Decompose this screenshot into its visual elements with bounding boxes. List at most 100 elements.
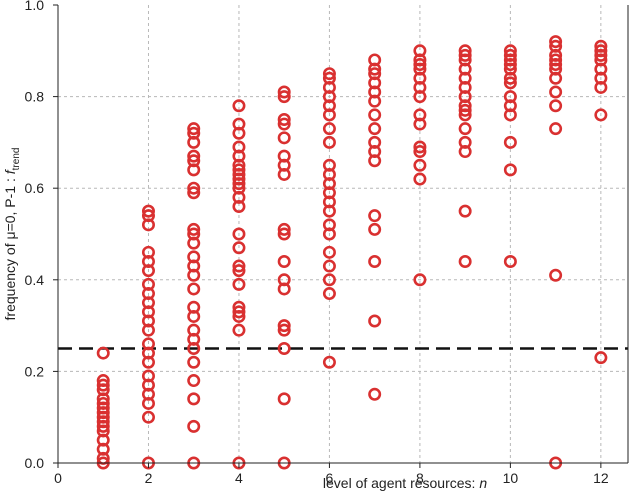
data-point <box>277 222 291 236</box>
data-point <box>141 337 155 351</box>
data-point <box>413 108 427 122</box>
data-point <box>368 122 382 136</box>
data-point <box>413 145 427 159</box>
data-point <box>277 323 291 337</box>
data-point <box>277 341 291 355</box>
data-point <box>187 250 201 264</box>
data-point <box>322 287 336 301</box>
data-point <box>549 122 563 136</box>
data-point <box>368 387 382 401</box>
data-point <box>413 273 427 287</box>
data-point <box>458 48 472 62</box>
data-point <box>503 44 517 58</box>
data-point <box>322 245 336 259</box>
data-point <box>322 218 336 232</box>
data-point <box>503 76 517 90</box>
data-point <box>187 154 201 168</box>
data-point <box>187 300 201 314</box>
data-point <box>322 273 336 287</box>
data-point <box>368 209 382 223</box>
data-point <box>277 90 291 104</box>
data-point <box>458 103 472 117</box>
plot-frame <box>57 5 629 464</box>
data-point <box>187 323 201 337</box>
data-point <box>232 140 246 154</box>
data-point <box>458 254 472 268</box>
data-point <box>549 53 563 67</box>
data-point <box>503 90 517 104</box>
x-tick-label: 2 <box>145 470 153 486</box>
data-point <box>141 369 155 383</box>
data-point <box>368 222 382 236</box>
data-point <box>96 374 110 388</box>
x-tick-label: 4 <box>235 470 243 486</box>
data-point <box>187 392 201 406</box>
data-point <box>277 117 291 131</box>
y-tick-label: 0.6 <box>25 180 45 196</box>
data-point <box>277 227 291 241</box>
data-point <box>187 181 201 195</box>
y-axis-label: frequency of μ=0, P-1 : ftrend <box>2 148 22 321</box>
data-point <box>187 186 201 200</box>
data-point <box>368 67 382 81</box>
data-point <box>187 419 201 433</box>
data-point <box>187 227 201 241</box>
data-point <box>594 108 608 122</box>
data-point <box>503 48 517 62</box>
data-point <box>277 392 291 406</box>
data-point <box>277 149 291 163</box>
data-point <box>277 113 291 127</box>
data-point <box>187 122 201 136</box>
data-points <box>96 35 608 470</box>
data-point <box>277 85 291 99</box>
x-tick-label: 10 <box>503 470 519 486</box>
data-point <box>368 135 382 149</box>
data-point <box>141 245 155 259</box>
x-tick-label: 6 <box>326 470 334 486</box>
data-point <box>549 35 563 49</box>
data-point <box>232 227 246 241</box>
data-point <box>322 355 336 369</box>
data-point <box>458 204 472 218</box>
data-point <box>368 108 382 122</box>
data-point <box>232 305 246 319</box>
data-point <box>96 346 110 360</box>
data-point <box>594 44 608 58</box>
data-point <box>187 374 201 388</box>
data-point <box>96 396 110 410</box>
data-point <box>187 282 201 296</box>
data-point <box>232 99 246 113</box>
data-point <box>277 254 291 268</box>
y-tick-label: 0.0 <box>25 455 45 471</box>
data-point <box>277 273 291 287</box>
grid <box>58 5 628 463</box>
data-point <box>594 39 608 53</box>
data-point <box>549 85 563 99</box>
data-point <box>232 117 246 131</box>
data-point <box>322 158 336 172</box>
x-tick-label: 12 <box>593 470 609 486</box>
data-point <box>277 319 291 333</box>
x-tick-label: 0 <box>54 470 62 486</box>
data-point <box>368 53 382 67</box>
x-axis-label: level of agent resources: n <box>323 475 487 491</box>
data-point <box>232 163 246 177</box>
y-tick-label: 0.8 <box>25 89 45 105</box>
y-tick-label: 0.4 <box>25 272 45 288</box>
data-point <box>458 135 472 149</box>
data-point <box>549 99 563 113</box>
data-point <box>322 122 336 136</box>
data-point <box>232 277 246 291</box>
data-point <box>96 378 110 392</box>
data-point <box>187 149 201 163</box>
data-point <box>141 277 155 291</box>
data-point <box>322 135 336 149</box>
data-point <box>232 259 246 273</box>
data-point <box>141 410 155 424</box>
data-point <box>413 140 427 154</box>
data-point <box>458 44 472 58</box>
data-point <box>322 259 336 273</box>
data-point <box>368 254 382 268</box>
y-tick-labels: 0.0 0.2 0.4 0.6 0.8 1.0 <box>25 0 58 471</box>
